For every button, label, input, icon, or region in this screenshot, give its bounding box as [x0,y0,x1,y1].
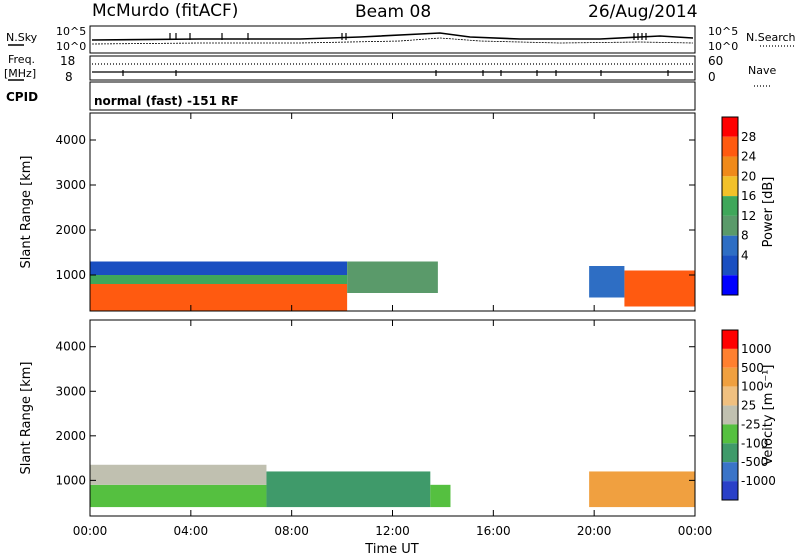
ytick-label: 4000 [55,340,86,354]
colorbar-segment [722,462,738,482]
cpid-text: normal (fast) -151 RF [94,94,239,108]
data-band [624,270,695,307]
date-title: 26/Aug/2014 [588,2,698,22]
ytick-label: 2000 [55,223,86,237]
nave-scale-top: 60 [708,54,723,68]
ytick-label: 4000 [55,133,86,147]
ytick-label: 2000 [55,429,86,443]
xaxis-label: Time UT [364,542,418,554]
colorbar-segment [722,235,738,256]
colorbar-tick: 12 [741,209,756,223]
colorbar-tick: 25 [741,399,756,413]
data-band [589,266,625,298]
colorbar-segment [722,196,738,216]
noise-scale-bottom-left: 10^0 [56,40,86,53]
data-band [589,471,695,508]
colorbar-segment [722,156,738,177]
noise-scale-top-right: 10^5 [708,25,738,38]
freq-scale-top: 18 [60,54,75,68]
colorbar-tick: 8 [741,229,749,243]
data-band [90,464,267,485]
power-colorbar: 28 24 20 16 12 8 4 [721,116,756,296]
colorbar-tick: 4 [741,248,749,262]
xaxis-ticks: 00:00 04:00 08:00 12:00 16:00 20:00 00:00 [73,113,713,538]
nsky-line [91,32,694,41]
xtick-label: 12:00 [375,524,410,538]
ytick-label: 1000 [55,473,86,487]
colorbar-segment [722,330,738,349]
colorbar-segment [722,481,738,500]
nave-scale-bottom: 0 [708,70,716,84]
data-band [266,471,431,508]
beam-title: Beam 08 [355,2,431,22]
xtick-label: 20:00 [577,524,612,538]
colorbar-tick: -25 [741,417,761,431]
velocity-colorbar: 1000 500 100 25 -25 -100 -500 -1000 [721,329,776,501]
power-colorbar-label: Power [dB] [761,177,776,248]
colorbar-frame [721,329,739,501]
colorbar-segment [722,405,738,425]
freq-panel [89,55,696,81]
colorbar-segment [722,424,738,444]
data-band [430,484,451,508]
nsearch-label: N.Search [746,31,796,44]
cpid-label: CPID [6,90,38,104]
colorbar-tick: 100 [741,380,764,394]
freq-scale-bottom: 8 [65,70,73,84]
data-band [90,484,267,508]
noise-scale-bottom-right: 10^0 [708,40,738,53]
data-band [90,275,348,284]
colorbar-segment [722,275,738,295]
xtick-label: 00:00 [73,524,108,538]
colorbar-segment [722,367,738,387]
cpid-panel [89,81,696,111]
mhz-label: [MHz] [4,67,36,80]
colorbar-segment [722,215,738,236]
colorbar-segment [722,176,738,197]
colorbar-segment [722,117,738,137]
colorbar-segment [722,443,738,463]
data-band [347,261,438,293]
colorbar-tick: 28 [741,130,756,144]
colorbar-tick: 20 [741,169,756,183]
xtick-label: 08:00 [274,524,309,538]
power-yaxis-label: Slant Range [km] [19,156,34,269]
colorbar-segment [722,348,738,368]
ytick-label: 3000 [55,384,86,398]
velocity-data [90,464,695,508]
noise-panel [89,25,696,54]
colorbar-tick: 1000 [741,342,772,356]
station-title: McMurdo (fitACF) [92,1,238,21]
freq-label: Freq. [8,53,35,66]
freq-ticks [122,70,669,76]
ytick-label: 1000 [55,268,86,282]
colorbar-segment [722,136,738,157]
velocity-yticks: 1000 2000 3000 4000 [55,340,695,487]
power-yticks: 1000 2000 3000 4000 [55,133,695,282]
data-band [90,261,348,275]
data-band [90,284,348,311]
ytick-label: 3000 [55,178,86,192]
colorbar-tick: 500 [741,361,764,375]
xtick-label: 16:00 [476,524,511,538]
nsky-label: N.Sky [6,31,38,44]
noise-scale-top-left: 10^5 [56,25,86,38]
colorbar-segment [722,386,738,406]
colorbar-segment [722,255,738,276]
velocity-yaxis-label: Slant Range [km] [19,362,34,475]
colorbar-tick: -500 [741,455,768,469]
power-data [90,261,695,311]
colorbar-frame [721,116,739,296]
velocity-colorbar-label: Velocity [m s⁻¹] [761,365,776,466]
colorbar-tick: 24 [741,150,756,164]
nave-label: Nave [748,64,776,77]
colorbar-tick: -1000 [741,474,776,488]
xtick-label: 04:00 [174,524,209,538]
xtick-label: 00:00 [678,524,713,538]
noise-spikes [169,33,647,40]
colorbar-tick: -100 [741,436,768,450]
nsearch-line [91,37,694,45]
colorbar-tick: 16 [741,189,756,203]
